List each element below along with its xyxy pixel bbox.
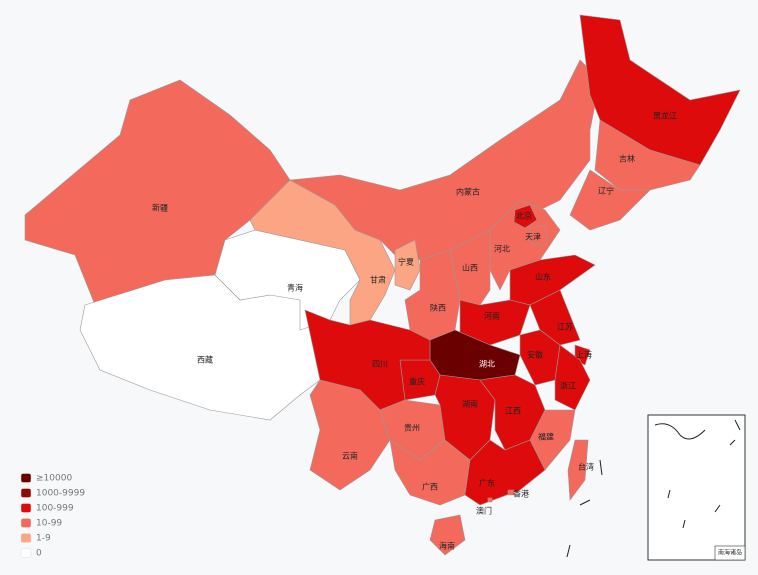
- legend-label: 100-999: [36, 504, 74, 514]
- province: [464, 439, 546, 506]
- province-label: 新疆: [152, 203, 168, 213]
- province-label: 内蒙古: [456, 187, 480, 197]
- province-label: 福建: [538, 432, 554, 442]
- legend-label: ≥10000: [36, 474, 72, 484]
- province-label: 河南: [484, 311, 500, 321]
- province: [554, 344, 591, 411]
- province-label: 四川: [372, 360, 388, 369]
- province: [529, 409, 576, 471]
- province-label: 吉林: [619, 154, 635, 164]
- province-label: 天津: [525, 232, 541, 242]
- inset-label: 南海诸岛: [718, 549, 742, 557]
- legend-swatch: [20, 518, 32, 528]
- province-label: 香港: [513, 489, 529, 499]
- province-label: 澳门: [476, 506, 492, 516]
- province-label: 贵州: [404, 423, 420, 433]
- province: [513, 204, 538, 229]
- legend-swatch: [20, 488, 32, 498]
- province: [309, 379, 391, 491]
- province: [507, 489, 515, 496]
- province-label: 上海: [576, 350, 592, 360]
- province-label: 西藏: [197, 355, 213, 365]
- province-label: 湖北: [479, 360, 495, 369]
- legend-swatch: [20, 503, 32, 513]
- province-label: 山东: [535, 272, 551, 282]
- province-label: 辽宁: [598, 186, 614, 196]
- province-label: 山西: [462, 263, 478, 273]
- province-label: 江苏: [557, 322, 573, 332]
- province-label: 河北: [494, 244, 510, 254]
- province-label: 重庆: [409, 377, 425, 387]
- province-label: 海南: [439, 541, 455, 551]
- legend-swatch: [20, 548, 32, 558]
- legend-label: 1-9: [36, 534, 51, 544]
- province-label: 甘肃: [370, 275, 386, 285]
- legend-swatch: [20, 533, 32, 543]
- province-label: 浙江: [560, 381, 576, 391]
- province-label: 湖南: [462, 399, 478, 409]
- province-label: 云南: [342, 451, 358, 461]
- inset-box: [647, 414, 746, 561]
- province-label: 安徽: [527, 350, 543, 360]
- province-label: 陕西: [430, 303, 446, 313]
- province: [529, 289, 581, 346]
- province-label: 广西: [422, 482, 438, 492]
- province-label: 台湾: [578, 462, 594, 472]
- province-label: 广东: [479, 478, 495, 488]
- province-label: 江西: [505, 407, 521, 416]
- province: [429, 514, 466, 556]
- province: [487, 497, 493, 503]
- legend-swatch: [20, 473, 32, 483]
- province-label: 青海: [287, 283, 303, 293]
- province-label: 宁夏: [398, 257, 414, 267]
- inset-label-box: [714, 545, 746, 561]
- province: [569, 169, 651, 231]
- legend-label: 1000-9999: [36, 489, 85, 499]
- province: [567, 439, 589, 501]
- legend-label: 10-99: [36, 519, 62, 529]
- inset-lines: [566, 419, 741, 558]
- province: [529, 224, 548, 246]
- province: [579, 14, 741, 166]
- province-label: 黑龙江: [653, 111, 677, 121]
- legend-label: 0: [36, 549, 42, 559]
- province: [594, 119, 701, 191]
- province: [394, 239, 421, 291]
- province-label: 北京: [516, 211, 532, 221]
